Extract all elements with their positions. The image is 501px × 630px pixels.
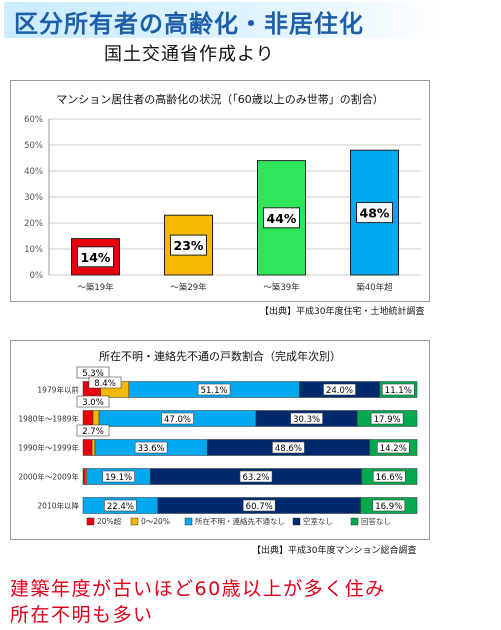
- chart1-data-label: 48%: [360, 206, 390, 221]
- chart2-bar-segment: [82, 410, 94, 427]
- chart2-data-label: 22.4%: [107, 502, 134, 512]
- chart1-ytick-label: 50%: [24, 141, 43, 151]
- chart2-data-label-box: [134, 441, 168, 454]
- chart2-legend-swatch: [350, 517, 359, 526]
- chart1-data-label-box: [77, 246, 114, 268]
- chart2-data-label-box: [381, 383, 415, 396]
- chart2-data-label-box: [372, 499, 406, 512]
- source-line: 国土交通省作成より: [104, 44, 275, 65]
- chart1-source-note: 【出典】平成30年度住宅・土地統計調査: [260, 307, 425, 317]
- chart2-data-label-box: [88, 376, 122, 389]
- chart2-data-label-box: [76, 395, 110, 408]
- chart2-data-label-box: [102, 470, 135, 483]
- chart2-data-label: 16.9%: [375, 502, 402, 512]
- chart1-category-label: ～築19年: [77, 282, 114, 293]
- chart2-data-label-box: [197, 383, 231, 396]
- chart2-data-label: 51.1%: [201, 386, 228, 396]
- chart1-data-label: 44%: [267, 211, 297, 226]
- chart2-data-label-box: [370, 412, 404, 425]
- chart2-source-note: 【出典】平成30年度マンション総合調査: [252, 546, 417, 556]
- chart1-ytick-label: 60%: [24, 115, 43, 125]
- chart2-data-label: 5.3%: [82, 369, 104, 379]
- page-title: 区分所有者の高齢化・非居住化: [14, 10, 364, 38]
- chart2-data-label: 19.1%: [105, 473, 132, 483]
- chart1-ytick-label: 30%: [24, 193, 43, 203]
- chart2-data-label: 8.4%: [94, 379, 116, 389]
- chart2-data-label-box: [161, 412, 194, 425]
- chart2-data-label-box: [242, 499, 276, 512]
- chart1-ytick-label: 10%: [24, 245, 43, 255]
- chart1-data-label: 14%: [81, 250, 111, 265]
- chart2-data-label-box: [323, 383, 356, 396]
- chart2-data-label-box: [290, 412, 323, 425]
- chart2-data-label: 14.2%: [380, 444, 407, 454]
- chart2-legend-label: 所在不明・連絡先不通なし: [195, 516, 285, 526]
- chart2-legend-swatch: [86, 517, 95, 526]
- chart2-title: 所在不明・連絡先不通の戸数割合（完成年次別）: [99, 349, 341, 363]
- chart2-data-label-box: [376, 441, 410, 454]
- chart1-data-label-box: [356, 202, 393, 224]
- chart2-data-label: 3.0%: [82, 398, 104, 408]
- chart2-data-label: 2.7%: [82, 427, 104, 437]
- chart2-legend-label: 0～20%: [141, 517, 170, 526]
- chart2-legend-label: 20%超: [97, 517, 122, 526]
- chart2-bar-segment: [82, 468, 86, 485]
- conclusion-line-1: 建築年度が古いほど60歳以上が多く住み: [10, 578, 386, 600]
- chart2-bar-segment: [91, 439, 96, 456]
- chart1-category-label: ～築39年: [263, 282, 300, 293]
- chart1-category-label: 築40年超: [356, 282, 393, 293]
- chart2-data-label: 48.6%: [275, 444, 302, 454]
- chart2-data-label: 17.9%: [374, 415, 401, 425]
- chart1-data-label-box: [170, 234, 207, 256]
- chart2-data-label-box: [104, 499, 137, 512]
- chart1-title: マンション居住者の高齢化の状況（「60歳以上のみ世帯」の割合）: [56, 92, 384, 106]
- chart2-data-label: 47.0%: [164, 415, 191, 425]
- chart2-data-label: 11.1%: [385, 386, 412, 396]
- chart1-svg: マンション居住者の高齢化の状況（「60歳以上のみ世帯」の割合） 0% 10% 20% 3…: [24, 92, 421, 293]
- chart1-category-label: ～築29年: [170, 282, 207, 293]
- chart2-data-label: 30.3%: [293, 415, 320, 425]
- chart2-legend-swatch: [184, 517, 193, 526]
- chart1-panel: マンション居住者の高齢化の状況（「60歳以上のみ世帯」の割合） 0% 10% 20% 3…: [10, 80, 430, 302]
- chart2-category-label: 1979年以前: [37, 385, 79, 395]
- chart2-legend-label: 回答なし: [361, 516, 391, 526]
- chart1-data-label: 23%: [174, 238, 204, 253]
- chart2-category-label: 2000年～2009年: [18, 472, 79, 482]
- chart1-ytick-label: 0%: [30, 271, 44, 281]
- chart2-data-label: 16.6%: [376, 473, 403, 483]
- chart2-data-label: 24.0%: [326, 386, 353, 396]
- chart2-category-label: 1980年～1989年: [18, 414, 79, 424]
- chart2-legend-swatch: [292, 517, 301, 526]
- chart1-ytick-label: 20%: [24, 219, 43, 229]
- chart2-data-label-box: [372, 470, 406, 483]
- chart2-bar-segment: [82, 439, 93, 456]
- chart1-data-label-box: [263, 207, 300, 229]
- chart2-data-label-box: [76, 424, 110, 437]
- conclusion-line-2: 所在不明も多い: [10, 604, 154, 626]
- title-band: [4, 2, 444, 38]
- chart2-data-label: 60.7%: [246, 502, 273, 512]
- chart1-ytick-label: 40%: [24, 167, 43, 177]
- chart2-bar-segment: [92, 410, 100, 427]
- chart2-data-label-box: [239, 470, 273, 483]
- chart2-data-label: 63.2%: [243, 473, 270, 483]
- chart2-category-label: 2010年以降: [37, 501, 79, 511]
- chart2-legend-swatch: [130, 517, 139, 526]
- chart2-data-label-box: [272, 441, 305, 454]
- chart2-category-label: 1990年～1999年: [18, 443, 79, 453]
- chart2-legend-label: 空室なし: [303, 516, 333, 526]
- chart2-panel: 所在不明・連絡先不通の戸数割合（完成年次別） 1979年以前 5.3% 8.4% 51.…: [10, 340, 430, 540]
- chart2-data-label: 33.6%: [138, 444, 165, 454]
